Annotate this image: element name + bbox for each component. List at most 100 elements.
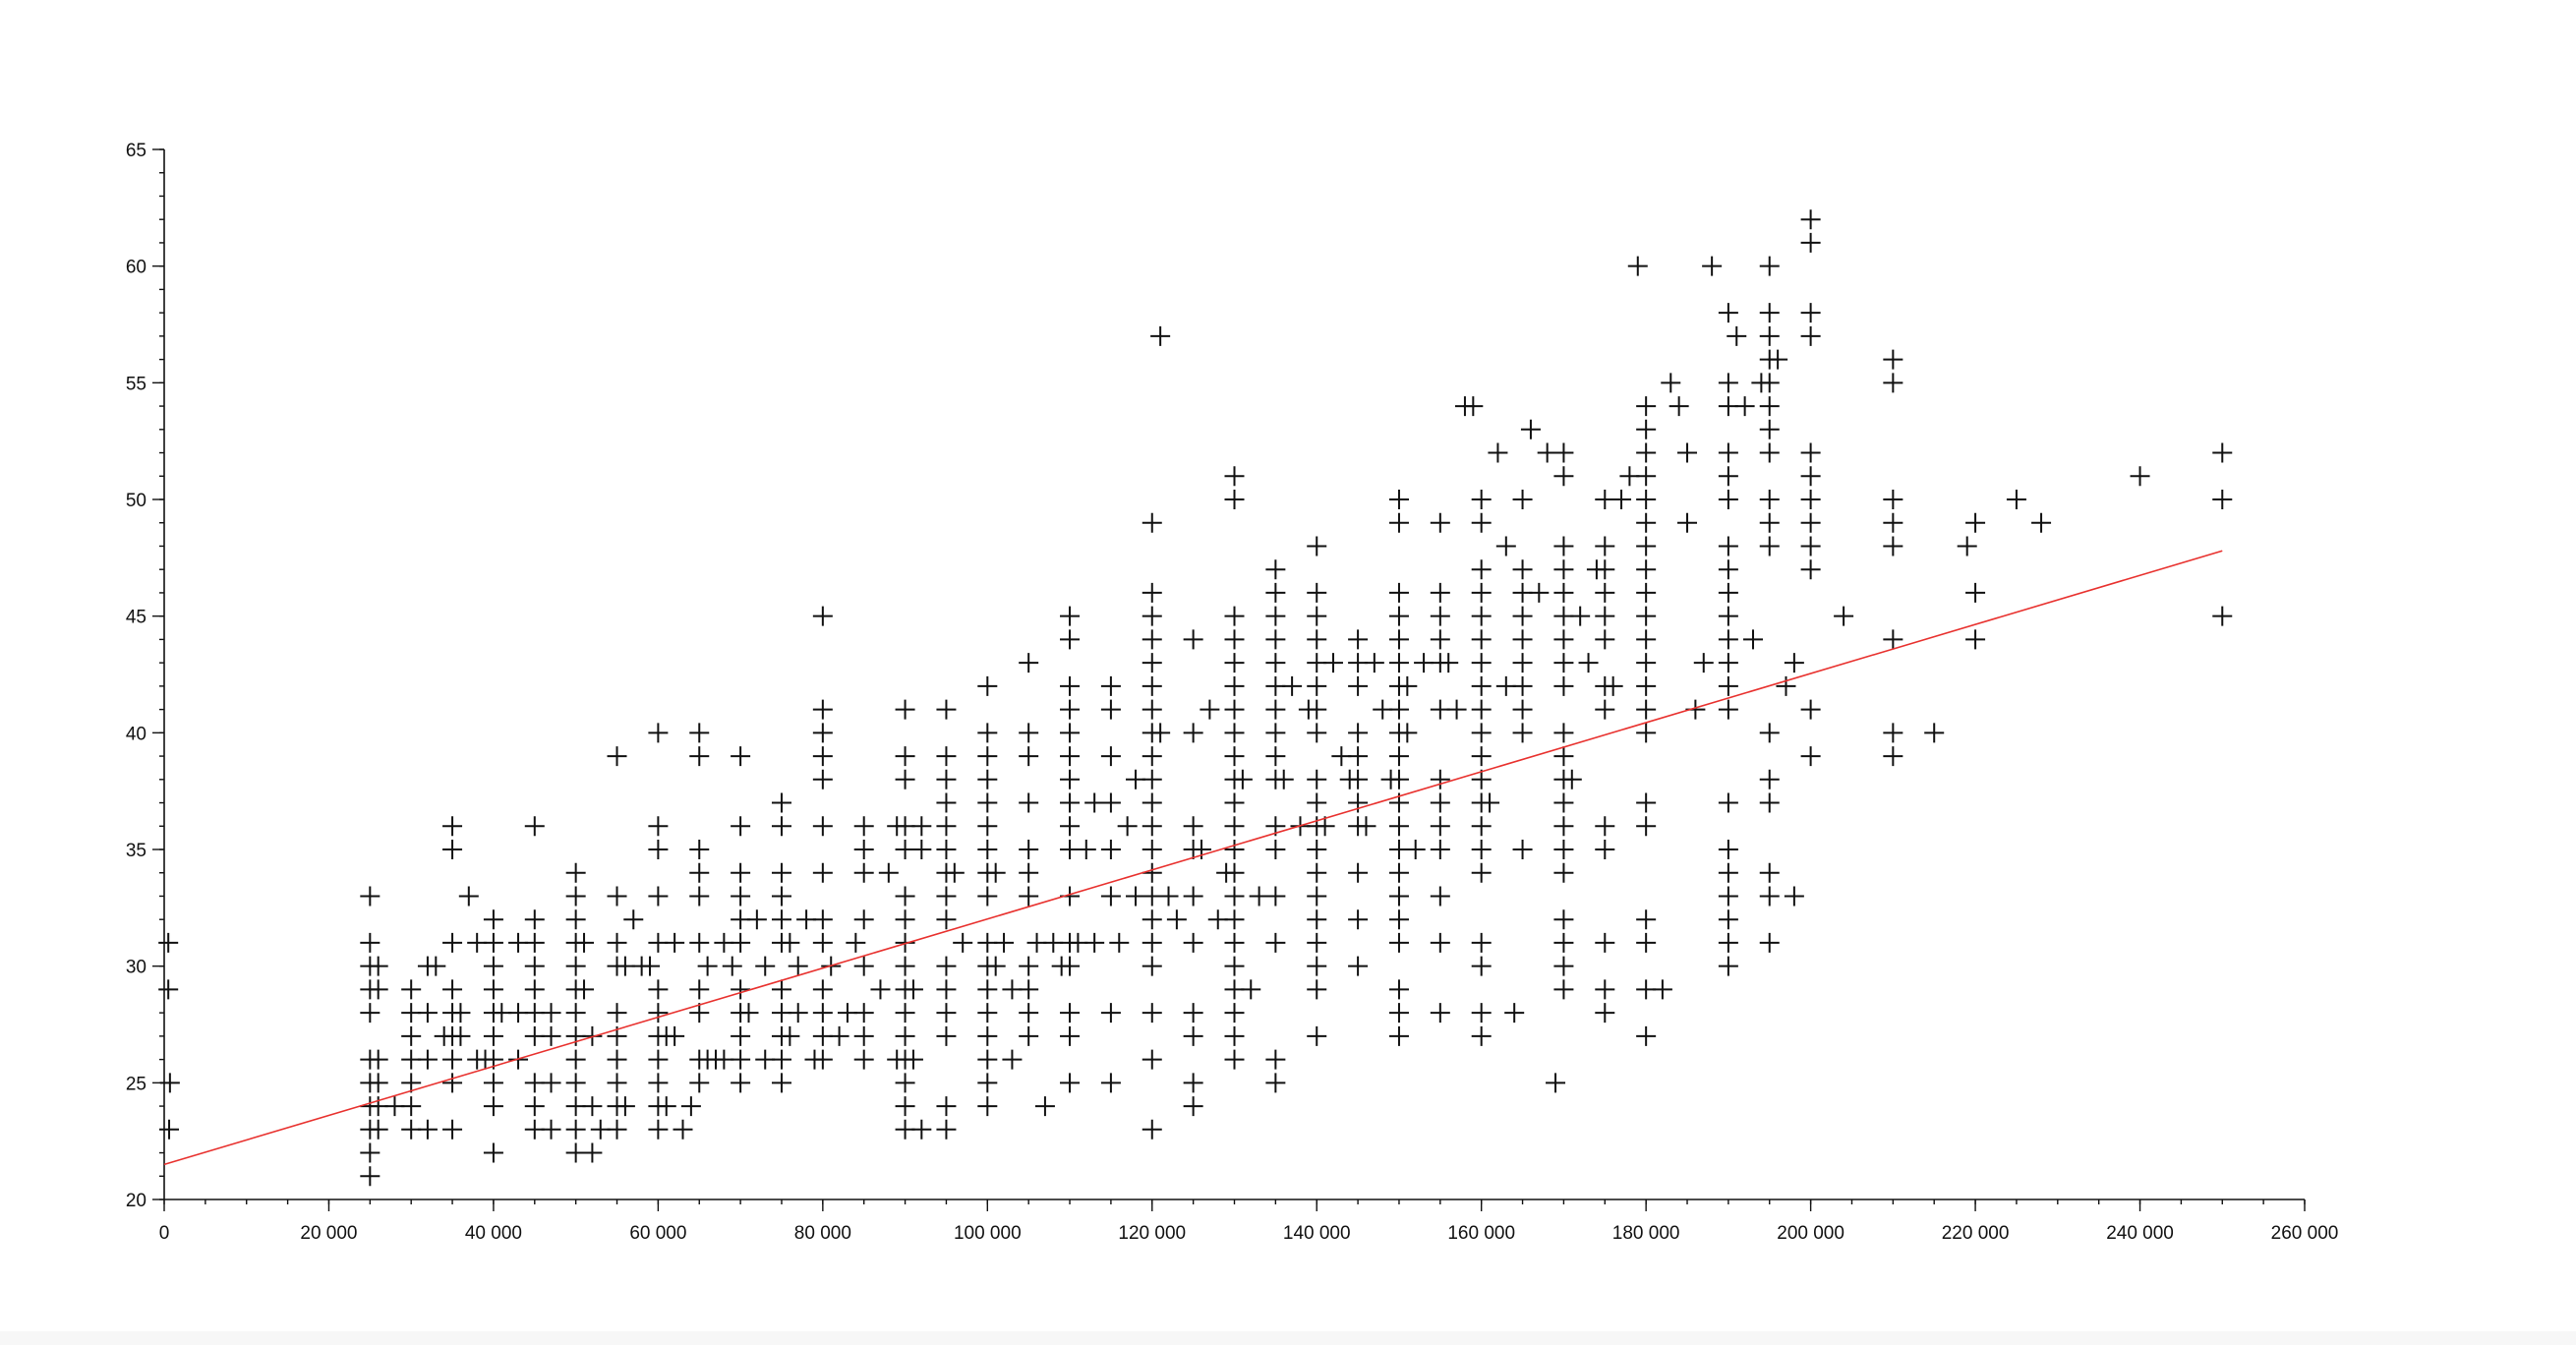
data-point <box>1430 582 1450 603</box>
data-point <box>524 1096 545 1117</box>
data-point <box>1060 769 1081 789</box>
data-point <box>1142 909 1162 930</box>
data-point <box>1595 582 1615 603</box>
data-point <box>1718 792 1738 813</box>
y-tick-label: 20 <box>126 1191 146 1211</box>
data-point <box>401 1096 422 1117</box>
data-point <box>1265 653 1286 673</box>
data-point <box>1322 653 1343 673</box>
data-point <box>1142 1119 1162 1140</box>
data-point <box>541 1003 561 1023</box>
data-point <box>689 840 710 859</box>
data-point <box>1100 746 1121 767</box>
data-point <box>1553 862 1574 883</box>
data-point <box>936 1119 957 1140</box>
data-point <box>977 932 998 953</box>
data-point <box>1471 1003 1492 1023</box>
data-point <box>1759 396 1780 417</box>
data-point <box>1142 886 1162 906</box>
data-point <box>368 956 388 976</box>
data-point <box>1307 862 1327 883</box>
data-point <box>648 1119 669 1140</box>
data-point <box>1471 653 1492 673</box>
data-point <box>1142 699 1162 720</box>
data-point <box>1636 559 1657 580</box>
data-point <box>977 816 998 837</box>
data-point <box>159 1073 180 1093</box>
data-point <box>1702 256 1723 276</box>
data-point <box>582 1096 603 1117</box>
data-point <box>1718 536 1738 556</box>
data-point <box>1759 932 1780 953</box>
data-point <box>936 956 957 976</box>
data-point <box>1100 1073 1121 1093</box>
data-point <box>442 1119 463 1140</box>
data-point <box>442 932 463 953</box>
data-point <box>1883 536 1903 556</box>
data-point <box>1224 909 1245 930</box>
data-point <box>401 1119 422 1140</box>
data-point <box>1224 723 1245 743</box>
data-point <box>541 1025 561 1046</box>
data-point <box>1019 1025 1039 1046</box>
data-point <box>1100 792 1121 813</box>
data-point <box>846 932 866 953</box>
data-point <box>360 886 381 906</box>
data-point <box>689 746 710 767</box>
data-point <box>1224 490 1245 509</box>
data-points <box>158 209 2233 1187</box>
data-point <box>1595 699 1615 720</box>
data-point <box>1718 840 1738 859</box>
data-point <box>812 769 833 789</box>
x-tick-label: 260 000 <box>2271 1223 2339 1244</box>
data-point <box>1019 653 1039 673</box>
data-point <box>1019 862 1039 883</box>
data-point <box>1150 325 1171 346</box>
data-point <box>1471 816 1492 837</box>
data-point <box>1512 675 1533 696</box>
data-point <box>417 1003 438 1023</box>
data-point <box>1965 512 1986 533</box>
data-point <box>936 909 957 930</box>
data-point <box>1126 769 1146 789</box>
data-point <box>1307 956 1327 976</box>
data-point <box>1471 490 1492 509</box>
data-point <box>911 816 932 837</box>
data-point <box>648 1049 669 1070</box>
data-point <box>590 1119 611 1140</box>
data-point <box>1504 1003 1525 1023</box>
data-point <box>1265 723 1286 743</box>
data-point <box>1553 629 1574 650</box>
data-point <box>1348 769 1369 789</box>
data-point <box>607 1119 627 1140</box>
y-tick-label: 60 <box>126 258 146 278</box>
data-point <box>483 1096 503 1117</box>
data-point <box>1388 840 1409 859</box>
data-point <box>994 932 1015 953</box>
data-point <box>1759 536 1780 556</box>
data-point <box>1965 629 1986 650</box>
data-point <box>483 1073 503 1093</box>
data-point <box>1553 979 1574 1000</box>
data-point <box>640 956 661 976</box>
data-point <box>1265 886 1286 906</box>
data-point <box>1553 840 1574 859</box>
data-point <box>524 1003 545 1023</box>
data-point <box>1142 582 1162 603</box>
data-point <box>771 1003 791 1023</box>
data-point <box>1388 746 1409 767</box>
data-point <box>1759 886 1780 906</box>
data-point <box>565 1049 586 1070</box>
data-point <box>1800 466 1821 487</box>
data-point <box>401 1049 422 1070</box>
data-point <box>417 1119 438 1140</box>
data-point <box>1595 816 1615 837</box>
x-tick-label: 40 000 <box>465 1223 522 1244</box>
data-point <box>1142 816 1162 837</box>
data-point <box>541 1119 561 1140</box>
data-point <box>426 956 446 976</box>
data-point <box>1307 886 1327 906</box>
data-point <box>936 1025 957 1046</box>
data-point <box>1553 466 1574 487</box>
data-point <box>1883 349 1903 370</box>
